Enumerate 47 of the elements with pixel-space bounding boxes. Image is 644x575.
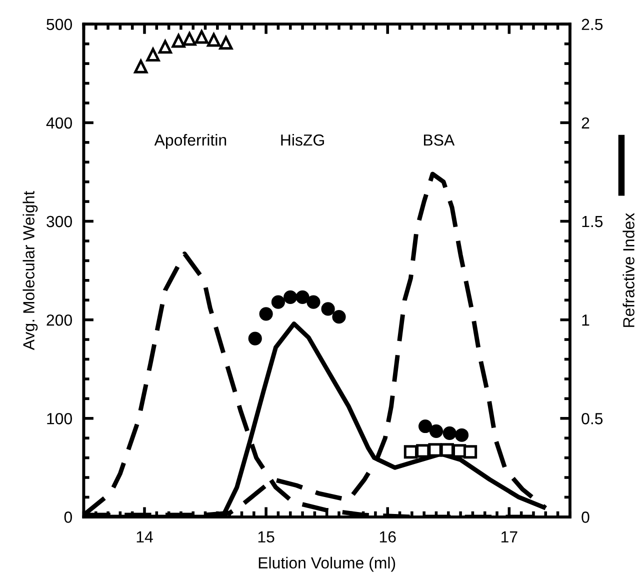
y-tick-label: 500 [46, 18, 72, 30]
y2-tick-label: 1 [582, 314, 590, 326]
point [248, 332, 262, 346]
point [321, 302, 335, 316]
point [306, 295, 320, 309]
y-tick-label: 200 [46, 314, 72, 326]
point [194, 30, 208, 44]
point [296, 290, 310, 304]
y-axis-title: Avg. Molecular Weight [22, 191, 38, 350]
point [259, 307, 273, 321]
point [158, 40, 172, 54]
point [219, 36, 233, 50]
y2-tick-label: 0.5 [582, 413, 603, 424]
point [332, 310, 346, 324]
y-tick-label: 100 [47, 413, 72, 424]
point [271, 295, 286, 309]
point [442, 426, 456, 440]
point [428, 443, 442, 457]
x-tick-label: 15 [258, 531, 274, 543]
x-tick-label: 16 [380, 531, 396, 543]
annotation: Apoferritin [154, 134, 226, 149]
y2-tick-label: 0 [582, 512, 590, 523]
point [463, 445, 478, 459]
y-tick-label: 0 [64, 512, 72, 523]
point [416, 444, 430, 458]
point [454, 428, 469, 442]
point [429, 424, 444, 438]
point [172, 34, 186, 48]
y2-tick-label: 1.5 [582, 216, 603, 228]
x-tick-label: 14 [136, 531, 153, 542]
point [418, 419, 432, 434]
y2-axis-title: Refractive Index [622, 213, 634, 327]
y-tick-label: 300 [46, 216, 72, 228]
y-tick-label: 400 [46, 117, 72, 129]
annotation: HisZG [281, 134, 324, 146]
point [134, 60, 148, 74]
annotation: BSA [424, 134, 455, 146]
point [182, 32, 196, 46]
x-tick-label: 17 [502, 531, 518, 542]
point [440, 443, 454, 457]
point [206, 33, 221, 47]
y2-tick-label: 2.5 [582, 18, 603, 30]
point [284, 290, 298, 304]
point [404, 445, 418, 459]
point [146, 48, 160, 62]
y2-tick-label: 2 [582, 117, 590, 128]
x-axis-title: Elution Volume (ml) [258, 556, 396, 572]
